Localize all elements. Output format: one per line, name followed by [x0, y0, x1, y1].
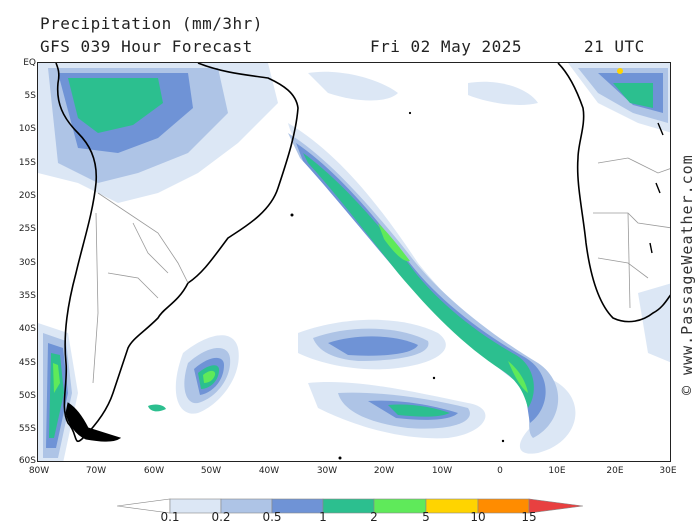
legend-tick-1: 1 — [319, 510, 327, 524]
lon-label-30e: 30E — [659, 466, 677, 476]
tierra-del-fuego — [65, 402, 122, 442]
lon-label-40w: 40W — [258, 466, 280, 476]
country-borders — [92, 157, 670, 384]
forecast-label: GFS 039 Hour Forecast — [40, 37, 253, 56]
lon-label-30w: 30W — [316, 466, 338, 476]
lat-label-5s: 5S — [24, 91, 36, 101]
small-islands — [290, 111, 505, 460]
lat-label-10s: 10S — [18, 124, 36, 134]
lat-label-45s: 45S — [18, 358, 36, 368]
lat-label-25s: 25S — [18, 224, 36, 234]
lat-label-50s: 50S — [18, 391, 36, 401]
forecast-date: Fri 02 May 2025 — [370, 37, 522, 56]
east-coast-islands — [649, 122, 664, 254]
legend-tick-0.5: 0.5 — [262, 510, 282, 524]
lon-label-10e: 10E — [548, 466, 566, 476]
lat-label-20s: 20S — [18, 191, 36, 201]
lat-label-30s: 30S — [18, 258, 36, 268]
precip-color-legend — [117, 498, 583, 514]
africa-coastline — [557, 63, 670, 323]
lon-label-20w: 20W — [373, 466, 395, 476]
legend-tick-15: 15 — [521, 510, 537, 524]
legend-tick-5: 5 — [422, 510, 430, 524]
lat-label-60s: 60S — [18, 456, 36, 466]
lon-label-70w: 70W — [85, 466, 107, 476]
map-canvas — [38, 63, 670, 461]
lon-label-50w: 50W — [200, 466, 222, 476]
lon-label-10w: 10W — [431, 466, 453, 476]
legend-segment-4 — [322, 498, 375, 514]
legend-tick-0.1: 0.1 — [160, 510, 180, 524]
lat-label-35s: 35S — [18, 291, 36, 301]
lat-label-40s: 40S — [18, 324, 36, 334]
precipitation-map — [37, 62, 671, 462]
map-title: Precipitation (mm/3hr) — [40, 14, 263, 33]
legend-segment-5 — [373, 498, 427, 514]
precip-heavy-layer — [49, 78, 653, 438]
forecast-time: 21 UTC — [584, 37, 645, 56]
site-watermark: © www.PassageWeather.com — [678, 154, 696, 395]
precip-veryheavy-layer — [53, 223, 528, 393]
precip-extreme-layer — [617, 68, 623, 74]
lon-label-80w: 80W — [28, 466, 50, 476]
lat-label-55s: 55S — [18, 424, 36, 434]
lon-label-60w: 60W — [143, 466, 165, 476]
legend-tick-0.2: 0.2 — [211, 510, 231, 524]
lat-label-eq: EQ — [23, 58, 36, 68]
lon-label-0: 0 — [497, 466, 503, 476]
south-america-coastline — [55, 63, 299, 443]
legend-tick-2: 2 — [370, 510, 378, 524]
lat-label-15s: 15S — [18, 158, 36, 168]
legend-segment-8 — [528, 498, 583, 514]
legend-tick-10: 10 — [470, 510, 486, 524]
lon-label-20e: 20E — [606, 466, 624, 476]
